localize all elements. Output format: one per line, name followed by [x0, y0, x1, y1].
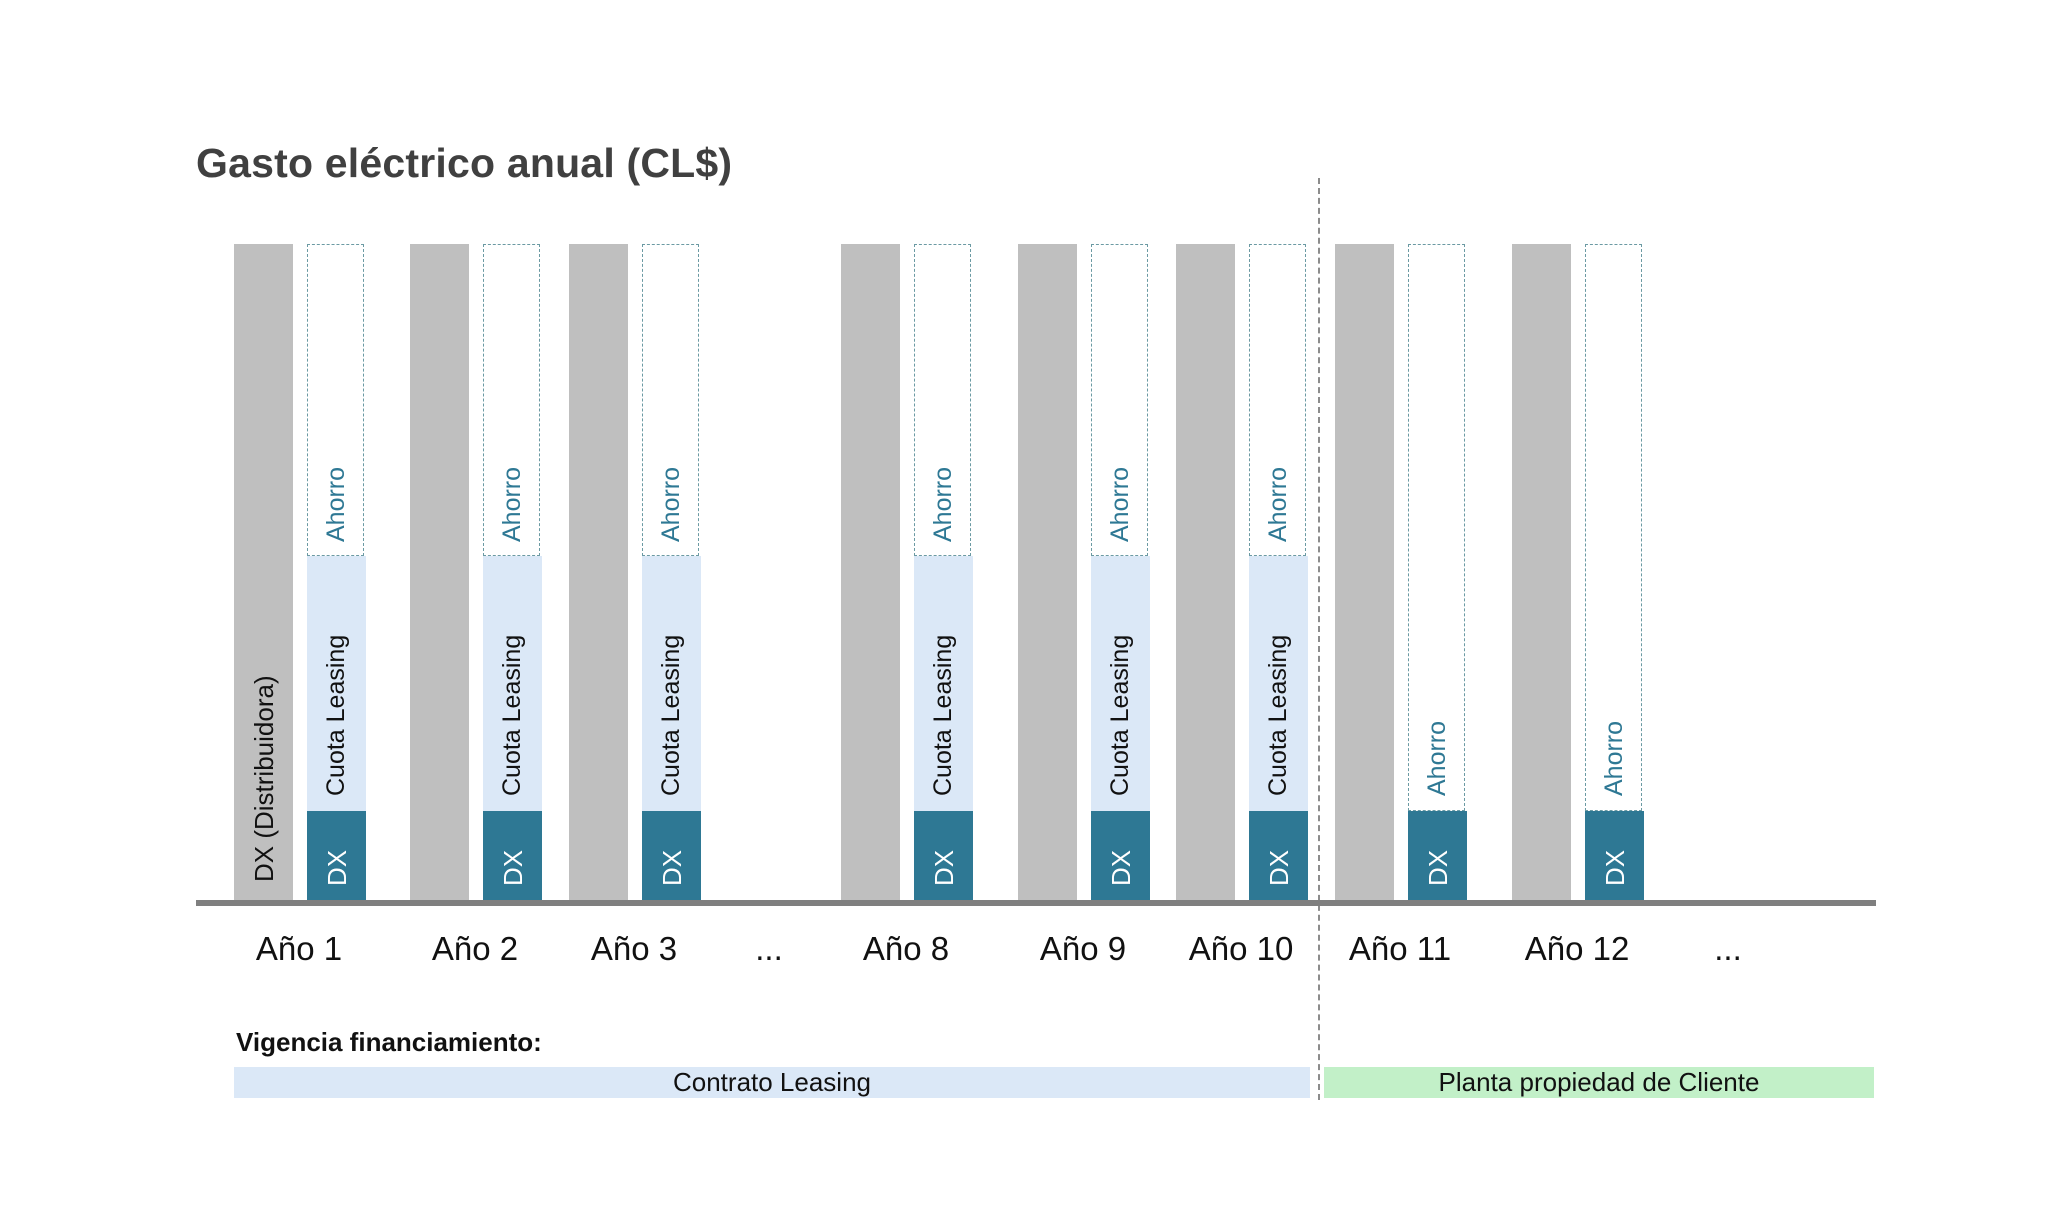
year-label: Año 11	[1348, 930, 1452, 967]
ahorro-label: Ahorro	[1264, 466, 1292, 542]
dx-segment	[914, 811, 973, 900]
year-label: Año 10	[1188, 930, 1294, 967]
dx-label: DX	[498, 849, 528, 886]
dx-segment	[307, 811, 366, 900]
ahorro-segment	[642, 244, 699, 556]
dx-label: DX	[1264, 849, 1294, 886]
distribuidora-bar	[569, 244, 628, 900]
ahorro-segment	[307, 244, 364, 556]
dx-label: DX	[1423, 849, 1453, 886]
dx-segment	[642, 811, 701, 900]
dx-segment	[1585, 811, 1644, 900]
year-label: Año 1	[255, 930, 343, 967]
dx-segment	[1408, 811, 1467, 900]
dx-label: DX	[322, 849, 352, 886]
ahorro-label: Ahorro	[657, 466, 685, 542]
cuota-leasing-label: Cuota Leasing	[929, 634, 957, 796]
cuota-leasing-label: Cuota Leasing	[322, 634, 350, 796]
year-label: Año 2	[431, 930, 519, 967]
ahorro-segment	[1408, 244, 1465, 811]
owned-band: Planta propiedad de Cliente	[1324, 1067, 1874, 1098]
distribuidora-label: DX (Distribuidora)	[249, 675, 279, 882]
ahorro-segment	[1249, 244, 1306, 556]
ahorro-segment	[483, 244, 540, 556]
ellipsis-label: ...	[1714, 930, 1742, 967]
dx-label: DX	[929, 849, 959, 886]
cuota-leasing-label: Cuota Leasing	[657, 634, 685, 796]
cuota-leasing-label: Cuota Leasing	[1106, 634, 1134, 796]
cuota-leasing-segment	[1249, 556, 1308, 811]
year-label: Año 9	[1039, 930, 1127, 967]
baseline-axis	[196, 900, 1876, 906]
ahorro-label: Ahorro	[498, 466, 526, 542]
cuota-leasing-segment	[642, 556, 701, 811]
diagram-title: Gasto eléctrico anual (CL$)	[196, 140, 733, 186]
distribuidora-bar	[1335, 244, 1394, 900]
year-label: Año 8	[862, 930, 950, 967]
dx-label: DX	[1106, 849, 1136, 886]
cuota-leasing-segment	[1091, 556, 1150, 811]
cuota-leasing-label: Cuota Leasing	[1264, 634, 1292, 796]
financing-label: Vigencia financiamiento:	[236, 1027, 542, 1057]
distribuidora-bar	[1018, 244, 1077, 900]
ellipsis-label: ...	[755, 930, 783, 967]
ahorro-segment	[1585, 244, 1642, 811]
distribuidora-bar	[410, 244, 469, 900]
cuota-leasing-segment	[914, 556, 973, 811]
distribuidora-bar	[1512, 244, 1571, 900]
distribuidora-bar	[841, 244, 900, 900]
ahorro-label: Ahorro	[1600, 720, 1628, 796]
ahorro-label: Ahorro	[322, 466, 350, 542]
dx-label: DX	[657, 849, 687, 886]
ahorro-label: Ahorro	[1106, 466, 1134, 542]
ahorro-segment	[914, 244, 971, 556]
year-label: Año 12	[1524, 930, 1630, 967]
phase-divider	[1318, 178, 1320, 1100]
cuota-leasing-segment	[483, 556, 542, 811]
dx-segment	[1249, 811, 1308, 900]
distribuidora-bar	[1176, 244, 1235, 900]
cuota-leasing-segment	[307, 556, 366, 811]
cuota-leasing-label: Cuota Leasing	[498, 634, 526, 796]
ahorro-label: Ahorro	[1423, 720, 1451, 796]
year-label: Año 3	[590, 930, 678, 967]
dx-segment	[1091, 811, 1150, 900]
dx-label: DX	[1600, 849, 1630, 886]
dx-segment	[483, 811, 542, 900]
ahorro-label: Ahorro	[929, 466, 957, 542]
ahorro-segment	[1091, 244, 1148, 556]
leasing-band: Contrato Leasing	[234, 1067, 1310, 1098]
distribuidora-bar	[234, 244, 293, 900]
